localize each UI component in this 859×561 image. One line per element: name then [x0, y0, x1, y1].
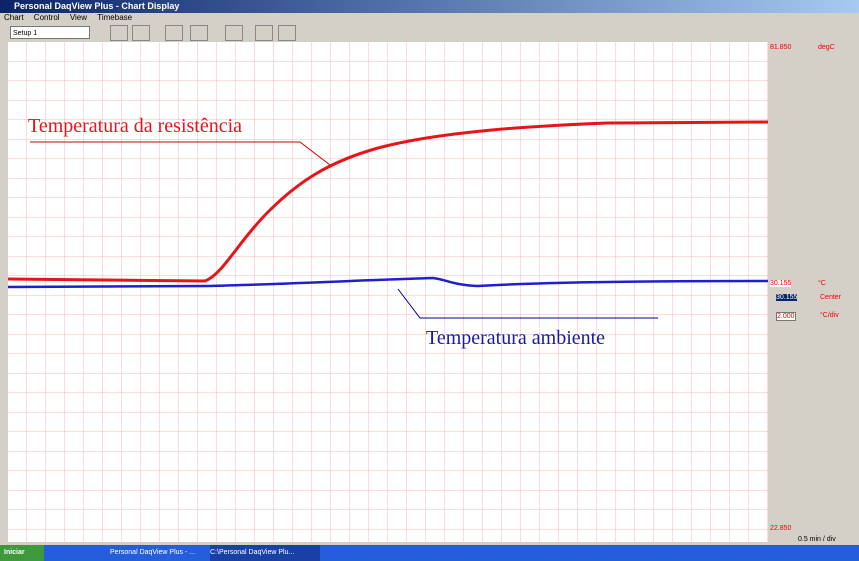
- scale-top: 81.850: [770, 44, 792, 51]
- timebase: 0.5 min / div: [798, 536, 836, 543]
- tool-button[interactable]: [190, 25, 208, 41]
- taskbar: Iniciar Personal DaqView Plus - ... C:\P…: [0, 545, 859, 561]
- unit: degC: [818, 44, 835, 51]
- menu-item[interactable]: Chart: [4, 13, 24, 22]
- annotation: Temperatura ambiente: [426, 327, 605, 349]
- menu-item[interactable]: Timebase: [97, 13, 133, 22]
- red-trace: [8, 120, 768, 283]
- stop-button[interactable]: [132, 25, 150, 41]
- scale-bottom: 22.850: [770, 525, 792, 532]
- center-input[interactable]: 30.155: [776, 294, 798, 301]
- blue-trace: [8, 276, 768, 289]
- print-button[interactable]: [278, 25, 296, 41]
- tool-button[interactable]: [165, 25, 183, 41]
- play-button[interactable]: [110, 25, 128, 41]
- menu-item[interactable]: Control: [33, 13, 60, 22]
- unit: °C/div: [820, 312, 839, 319]
- side-panel: 81.850 degC 30.155 °C 30.155 Center 2.00…: [768, 42, 859, 543]
- start-button[interactable]: Iniciar: [0, 545, 44, 561]
- leader-line: [397, 288, 658, 319]
- grid: [8, 42, 768, 542]
- setup-select[interactable]: Setup 1: [10, 26, 90, 39]
- scale-input[interactable]: 2.000: [776, 312, 796, 321]
- menu-bar: Chart Control View Timebase: [0, 13, 859, 23]
- tool-button[interactable]: [255, 25, 273, 41]
- tool-button[interactable]: [225, 25, 243, 41]
- unit: °C: [818, 280, 826, 287]
- toolbar: [0, 23, 859, 43]
- scale-mid: 30.155: [770, 280, 792, 287]
- unit: Center: [820, 294, 842, 301]
- task-item[interactable]: Personal DaqView Plus - ...: [110, 549, 196, 556]
- leader-line: [30, 141, 331, 166]
- menu-item[interactable]: View: [69, 13, 88, 22]
- chart: Temperatura da resistência Temperatura a…: [8, 42, 768, 542]
- title-bar: Personal DaqView Plus - Chart Display: [0, 0, 859, 13]
- annotation: Temperatura da resistência: [28, 115, 242, 137]
- task-item[interactable]: C:\Personal DaqView Plu...: [210, 545, 320, 561]
